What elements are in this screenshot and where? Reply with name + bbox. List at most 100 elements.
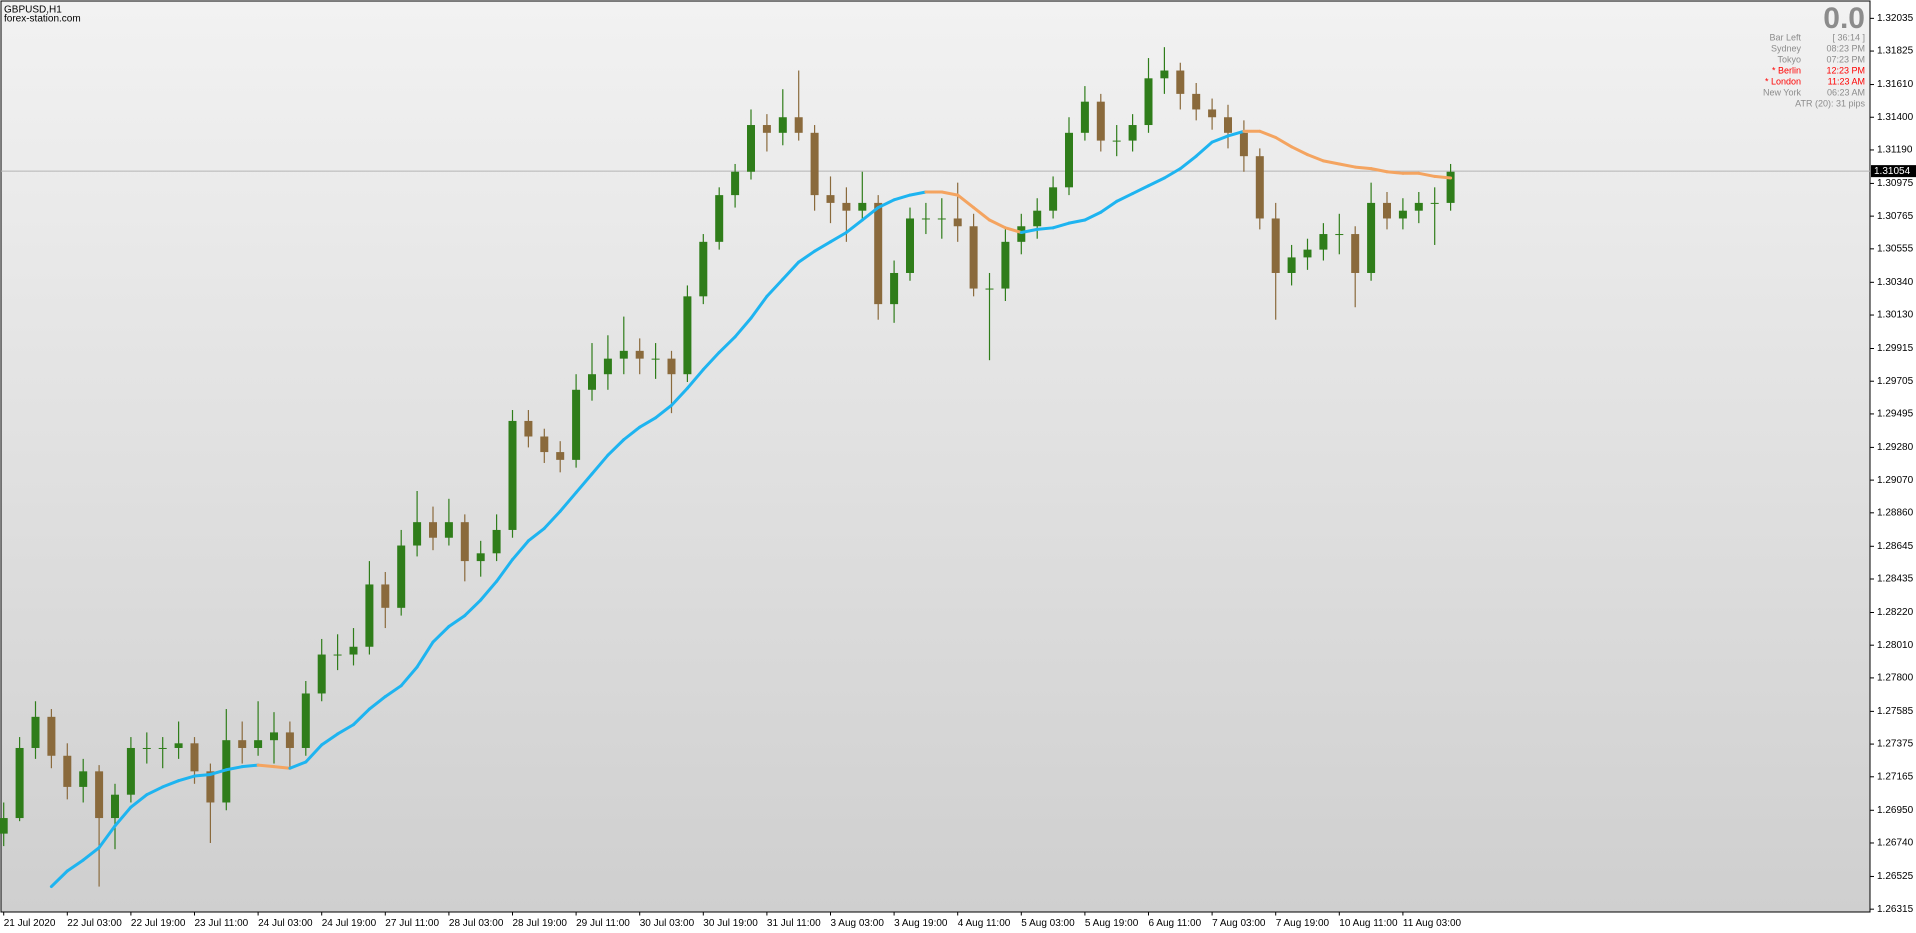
moving-average [447,614,467,629]
candle-body [1383,202,1391,219]
moving-average [1131,184,1150,196]
candle-body [1271,218,1280,273]
moving-average [399,665,419,688]
moving-average [765,277,785,298]
candle-body [651,358,660,360]
y-tick-label: 1.30555 [1877,243,1914,254]
info-label: New York [1763,87,1802,97]
candle-body [1128,125,1137,141]
candle-body [1319,234,1328,250]
x-tick-label: 22 Jul 03:00 [67,918,122,929]
candle-body [142,747,151,749]
y-tick-label: 1.28220 [1877,607,1914,618]
moving-average [670,386,689,407]
candle-body [1414,202,1423,211]
y-tick-label: 1.26525 [1877,871,1914,882]
candle-body [349,646,358,655]
candle-body [31,716,40,748]
moving-average [1147,176,1166,188]
moving-average [972,206,991,222]
y-tick-label: 1.27375 [1877,739,1914,750]
candle-body [1080,101,1089,133]
moving-average [797,249,817,264]
candle-body [1160,70,1169,79]
candle-body [1112,140,1121,142]
moving-average [224,765,244,772]
candle-body [444,522,453,538]
x-tick-label: 24 Jul 03:00 [258,918,313,929]
moving-average [479,579,499,602]
candle-body [1033,210,1042,227]
x-tick-label: 30 Jul 03:00 [640,918,695,929]
moving-average [352,707,371,727]
y-tick-label: 1.31825 [1877,46,1914,57]
plot-area [0,0,1871,913]
moving-average [1178,154,1198,171]
candle-body [906,218,914,273]
x-tick-label: 24 Jul 19:00 [322,918,377,929]
moving-average [1194,140,1214,158]
y-tick-label: 1.31400 [1877,112,1914,123]
moving-average [304,743,324,764]
candle-body [890,272,899,305]
info-label: * Berlin [1772,65,1801,75]
candle-body [460,522,469,562]
candle-body [969,226,978,289]
candle-body [1065,132,1073,188]
candle-body [588,374,596,390]
moving-average [1210,134,1230,144]
y-tick-label: 1.26950 [1877,805,1914,816]
y-tick-label: 1.28860 [1877,507,1914,518]
candle-body [1430,202,1439,204]
moving-average [1035,226,1055,231]
candle-body [476,553,485,562]
candle-body [1446,171,1455,203]
candle-body [413,522,422,546]
info-value: 12:23 PM [1826,65,1865,75]
x-tick-label: 7 Aug 19:00 [1276,918,1330,929]
moving-average [288,760,308,770]
x-tick-label: 4 Aug 11:00 [958,918,1011,929]
y-tick-label: 1.29915 [1877,343,1914,354]
y-tick-label: 1.26315 [1877,904,1914,915]
moving-average [240,763,260,769]
moving-average [1226,129,1246,138]
x-tick-label: 10 Aug 11:00 [1339,918,1398,929]
x-tick-label: 22 Jul 19:00 [131,918,186,929]
candle-body [953,218,962,227]
candle-body [429,522,437,538]
candle-body [540,436,549,453]
candle-body [365,584,374,647]
moving-average [1321,159,1341,166]
candle-body [1398,210,1407,219]
y-tick-label: 1.27585 [1877,706,1914,717]
candle-body [381,584,390,608]
info-value: 06:23 AM [1827,87,1865,97]
moving-average [463,598,483,618]
moving-average [1003,226,1023,234]
candle-body [635,350,644,359]
info-label: * London [1765,76,1801,86]
candle-body [619,350,628,359]
moving-average [81,846,101,862]
candle-body [111,794,119,819]
moving-average [495,558,514,583]
moving-average [622,425,642,442]
info-value: 08:23 PM [1826,43,1865,53]
x-tick-label: 3 Aug 03:00 [831,918,885,929]
moving-average [177,774,196,783]
candle-body [524,420,533,437]
candle-body [603,358,612,375]
candle-body [572,389,581,460]
candle-body [206,771,215,803]
moving-average [606,438,626,457]
candle-body [826,195,835,203]
candle-body [0,818,8,834]
moving-average [1306,153,1325,163]
candle-body [1351,234,1360,273]
x-tick-label: 5 Aug 03:00 [1021,918,1075,929]
candle-body [79,771,88,787]
candle-body [762,125,771,133]
moving-average [336,723,355,736]
moving-average [860,206,880,222]
